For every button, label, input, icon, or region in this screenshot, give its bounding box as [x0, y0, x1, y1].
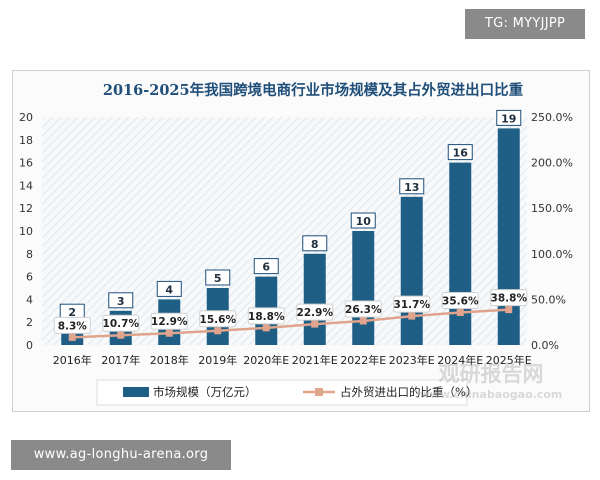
line-value-label: 35.6%	[442, 296, 479, 308]
bar-value-label: 19	[501, 112, 516, 125]
line-value-label-box	[53, 316, 91, 334]
bar-value-label: 4	[165, 283, 173, 296]
bar-value-label-box	[302, 235, 328, 252]
x-tick-label: 2016年	[53, 353, 92, 367]
line-path	[72, 308, 509, 339]
left-tick-label: 18	[19, 134, 33, 147]
left-tick-label: 10	[19, 225, 33, 238]
chart-svg: 2016-2025年我国跨境电商行业市场规模及其占外贸进出口比重 0 2 4 6 8 10…	[19, 81, 573, 406]
line-series: 8.3% 10.7% 12.9% 15.6% 18.8% 22.9% 26.3% 31.7% 3…	[53, 289, 528, 341]
bar-value-label: 16	[453, 147, 469, 160]
x-tick-label: 2020年E	[243, 353, 289, 367]
line-value-label: 26.3%	[345, 304, 382, 316]
left-tick-label: 6	[26, 271, 33, 284]
bar-value-label: 8	[311, 238, 319, 251]
bar-value-label: 6	[262, 261, 270, 274]
x-tick-label: 2025年E	[486, 353, 532, 367]
bar	[449, 162, 472, 345]
right-axis-ticks: 0.0% 50.0% 100.0% 150.0% 200.0% 250.0%	[531, 111, 573, 352]
chart-panel: 2016-2025年我国跨境电商行业市场规模及其占外贸进出口比重 0 2 4 6 8 10…	[12, 70, 590, 412]
line-point	[456, 309, 464, 317]
bar-value-label-box	[447, 144, 473, 161]
line-value-label: 12.9%	[151, 316, 188, 328]
legend-bar-swatch	[123, 387, 149, 397]
left-axis-ticks: 0 2 4 6 8 10 12 14 16 18 20	[19, 111, 33, 352]
line-point	[117, 331, 125, 339]
right-tick-label: 250.0%	[531, 111, 573, 124]
line-value-label: 15.6%	[200, 314, 237, 326]
right-tick-label: 200.0%	[531, 157, 573, 170]
line-value-label-box	[441, 292, 479, 310]
legend-line-label: 占外贸进出口的比重（%）	[340, 385, 477, 399]
right-tick-label: 0.0%	[531, 339, 559, 352]
left-tick-label: 16	[19, 157, 33, 170]
line-value-label-box	[344, 300, 382, 318]
right-tick-label: 100.0%	[531, 248, 573, 261]
legend: 市场规模（万亿元） 占外贸进出口的比重（%）	[96, 379, 477, 406]
line-value-label: 8.3%	[58, 320, 88, 332]
line-value-label: 31.7%	[394, 299, 431, 311]
line-value-label-box	[199, 310, 237, 328]
x-tick-label: 2023年E	[389, 353, 435, 367]
line-value-label-box	[296, 303, 334, 321]
bar	[352, 231, 375, 345]
line-point	[311, 320, 319, 328]
bar-value-label-box	[253, 258, 279, 275]
bar-value-label-box	[350, 212, 376, 229]
legend-bar-label: 市场规模（万亿元）	[153, 385, 257, 399]
x-tick-label: 2021年E	[292, 353, 338, 367]
bar-value-label: 3	[117, 295, 125, 308]
bottom-corner-tag: www.ag-longhu-arena.org	[11, 440, 231, 470]
left-tick-label: 14	[19, 179, 33, 192]
bar-value-label: 13	[404, 181, 419, 194]
left-tick-label: 12	[19, 202, 33, 215]
line-point	[408, 312, 416, 320]
line-point	[68, 333, 76, 341]
x-tick-label: 2018年	[150, 353, 189, 367]
line-value-label: 22.9%	[297, 307, 334, 319]
line-point	[214, 327, 222, 335]
line-point	[262, 324, 270, 332]
right-tick-label: 150.0%	[531, 202, 573, 215]
left-tick-label: 4	[26, 293, 33, 306]
bar-value-label-box	[156, 280, 182, 297]
bar-value-label-box	[399, 178, 425, 195]
line-value-label: 18.8%	[248, 311, 285, 323]
bar-value-label-box	[108, 292, 134, 309]
bar	[303, 253, 326, 345]
legend-frame	[96, 379, 468, 406]
x-axis-ticks: 2016年 2017年 2018年 2019年 2020年E 2021年E 2022年E 20…	[53, 353, 532, 367]
line-value-label-box	[102, 314, 140, 332]
bar	[400, 196, 423, 345]
left-tick-label: 20	[19, 111, 33, 124]
x-tick-label: 2024年E	[437, 353, 483, 367]
watermark: 观研报告网 www.chinabaogao.com	[420, 362, 563, 401]
legend-line-marker	[315, 388, 323, 396]
left-tick-label: 8	[26, 248, 33, 261]
x-tick-label: 2017年	[101, 353, 140, 367]
top-corner-tag: TG: MYYJJPP	[465, 9, 585, 39]
left-tick-label: 2	[26, 316, 33, 329]
chart-title: 2016-2025年我国跨境电商行业市场规模及其占外贸进出口比重	[103, 81, 524, 99]
bar-value-label: 10	[356, 215, 372, 228]
line-point	[359, 317, 367, 325]
bar-value-label: 5	[214, 272, 222, 285]
watermark-logo-text: 观研报告网	[439, 362, 544, 386]
line-value-label: 10.7%	[103, 318, 140, 330]
line-value-label-box	[247, 307, 285, 325]
line-value-label-box	[393, 295, 431, 313]
x-tick-label: 2019年	[198, 353, 237, 367]
line-value-label-box	[490, 289, 528, 307]
bar-value-label: 2	[68, 306, 76, 319]
line-point	[165, 329, 173, 337]
line-value-label: 38.8%	[491, 293, 528, 305]
bar-value-label-box	[205, 269, 231, 286]
line-value-label-box	[150, 312, 188, 330]
x-tick-label: 2022年E	[340, 353, 386, 367]
right-tick-label: 50.0%	[531, 293, 566, 306]
watermark-url-text: www.chinabaogao.com	[420, 388, 563, 401]
line-point	[505, 306, 513, 314]
bar-value-label-box	[496, 109, 522, 126]
left-tick-label: 0	[26, 339, 33, 352]
